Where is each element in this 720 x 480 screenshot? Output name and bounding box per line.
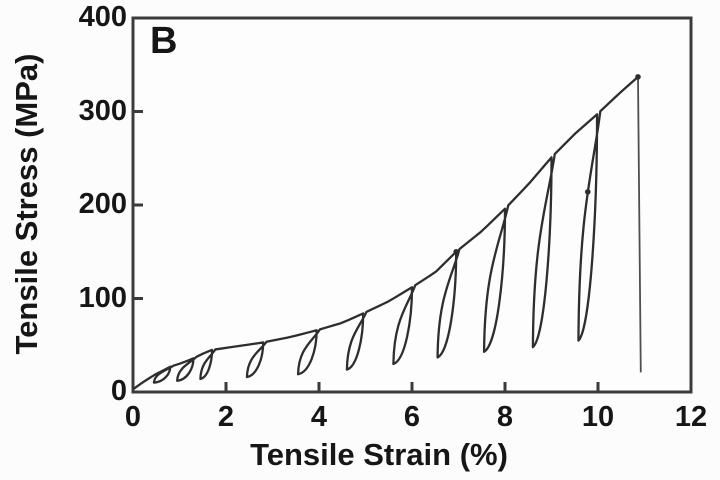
y-tick-label: 100	[78, 281, 127, 314]
x-tick-label: 12	[674, 401, 708, 433]
x-tick-label: 8	[496, 401, 514, 433]
x-tick-label: 2	[217, 401, 235, 433]
panel-label: B	[150, 20, 179, 62]
data-point-markers	[453, 74, 641, 255]
fracture-drop-line	[637, 76, 642, 373]
axis-tick-marks	[134, 110, 600, 391]
x-tick-label: 0	[124, 401, 142, 433]
y-tick-label: 200	[78, 187, 127, 220]
y-tick-label: 0	[110, 374, 127, 407]
y-tick-label: 300	[78, 94, 127, 127]
x-tick-label: 6	[403, 401, 421, 433]
x-tick-label: 10	[581, 401, 615, 433]
y-tick-label: 400	[78, 0, 127, 33]
plot-frame	[131, 16, 693, 394]
x-tick-label: 4	[310, 401, 328, 433]
x-axis-title: Tensile Strain (%)	[250, 437, 508, 472]
stress-strain-curve	[133, 75, 640, 390]
